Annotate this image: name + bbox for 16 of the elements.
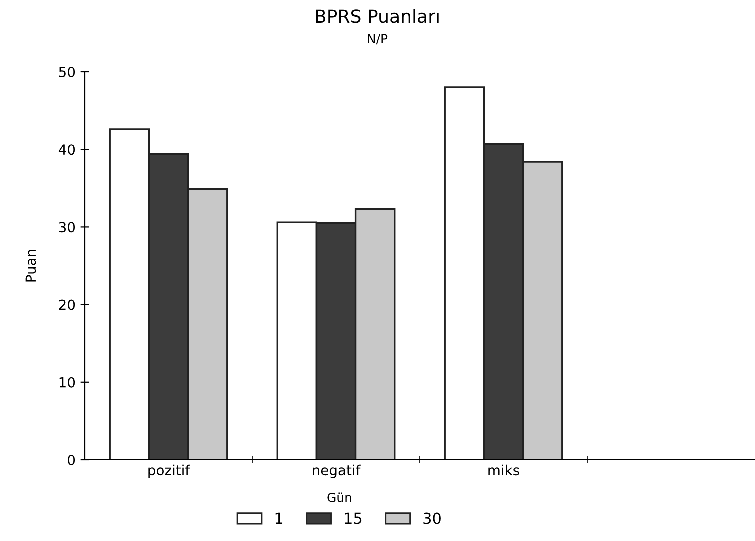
legend-label: 15 bbox=[345, 512, 362, 524]
chart-subtitle: N/P bbox=[368, 34, 388, 45]
y-tick-label: 20 bbox=[59, 300, 76, 310]
y-tick-label: 50 bbox=[59, 66, 76, 78]
y-tick-label: 30 bbox=[59, 222, 76, 233]
y-tick-label: 10 bbox=[60, 377, 76, 388]
y-axis-title: Puan bbox=[26, 250, 36, 282]
x-tick-label: pozitif bbox=[148, 464, 190, 478]
chart-title: BPRS Puanları bbox=[316, 9, 439, 24]
y-tick-label: 40 bbox=[58, 144, 76, 156]
legend-label: 30 bbox=[424, 512, 441, 524]
x-tick-label: miks bbox=[488, 464, 520, 476]
legend-label: 1 bbox=[276, 512, 283, 524]
y-tick-label: 0 bbox=[68, 454, 76, 466]
x-tick-label: negatif bbox=[313, 464, 361, 478]
legend-title: Gün bbox=[328, 492, 352, 502]
